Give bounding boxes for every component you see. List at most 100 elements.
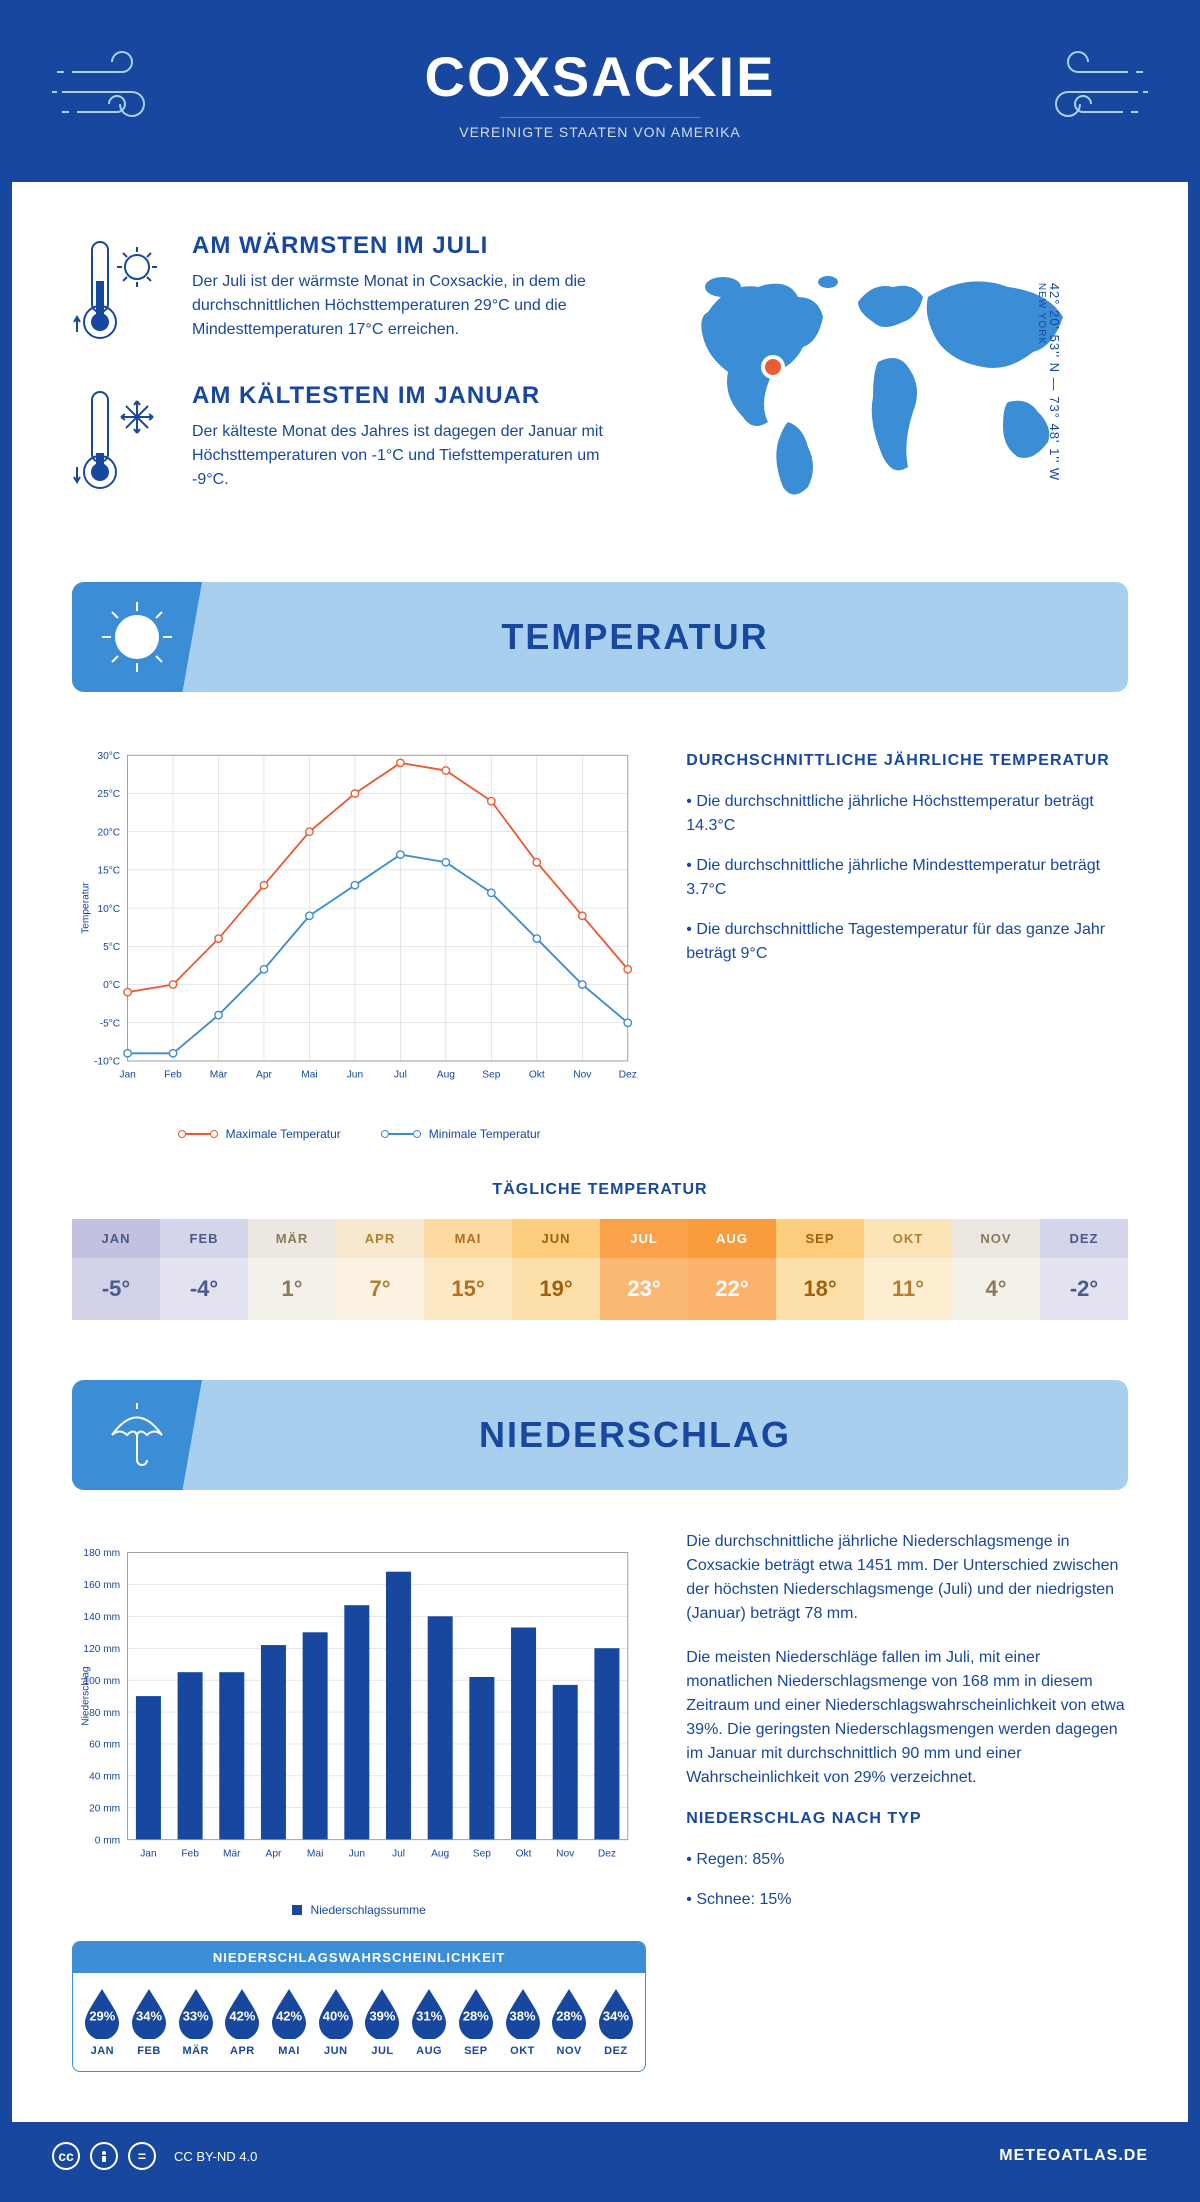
svg-text:40 mm: 40 mm [89, 1772, 120, 1783]
drop-icon: 39% [361, 1987, 403, 2039]
temp-chart-wrap: -10°C-5°C0°C5°C10°C15°C20°C25°C30°CJanFe… [72, 732, 646, 1141]
temperature-line-chart: -10°C-5°C0°C5°C10°C15°C20°C25°C30°CJanFe… [72, 732, 646, 1112]
warm-block: AM WÄRMSTEN IM JULI Der Juli ist der wär… [72, 232, 628, 352]
probability-row: 29%JAN34%FEB33%MÄR42%APR42%MAI40%JUN39%J… [73, 1973, 645, 2071]
header-text: COXSACKIE VEREINIGTE STAATEN VON AMERIKA [192, 44, 1008, 140]
daily-heading: TÄGLICHE TEMPERATUR [72, 1181, 1128, 1199]
daily-month-label: DEZ [1040, 1219, 1128, 1258]
svg-text:Temperatur: Temperatur [81, 882, 92, 934]
drop-value: 34% [603, 2008, 629, 2023]
cold-text-wrap: AM KÄLTESTEN IM JANUAR Der kälteste Mona… [192, 382, 628, 502]
precip-left: 0 mm20 mm40 mm60 mm80 mm100 mm120 mm140 … [72, 1530, 646, 2072]
banner-icon-wrap [72, 582, 202, 692]
cc-icon: cc [52, 2142, 80, 2170]
page-subtitle: VEREINIGTE STAATEN VON AMERIKA [192, 124, 1008, 140]
prob-month-label: NOV [548, 2045, 590, 2057]
daily-month-label: MAI [424, 1219, 512, 1258]
daily-month-label: JAN [72, 1219, 160, 1258]
svg-text:140 mm: 140 mm [83, 1612, 120, 1623]
cold-text: Der kälteste Monat des Jahres ist dagege… [192, 420, 628, 492]
prob-month-label: OKT [502, 2045, 544, 2057]
drop-value: 29% [89, 2008, 115, 2023]
drop-value: 42% [229, 2008, 255, 2023]
license-text: CC BY-ND 4.0 [174, 2149, 257, 2164]
drop-value: 38% [510, 2008, 536, 2023]
svg-text:5°C: 5°C [103, 942, 120, 953]
temperature-banner: TEMPERATUR [72, 582, 1128, 692]
probability-item: 29% JAN [81, 1987, 123, 2057]
drop-icon: 28% [455, 1987, 497, 2039]
svg-text:15°C: 15°C [97, 866, 120, 877]
precip-right: Die durchschnittliche jährliche Niedersc… [686, 1530, 1128, 2072]
svg-text:Okt: Okt [516, 1848, 532, 1859]
prob-month-label: JAN [81, 2045, 123, 2057]
daily-cell: SEP18° [776, 1219, 864, 1320]
precip-p1: Die durchschnittliche jährliche Niedersc… [686, 1530, 1128, 1626]
drop-value: 39% [369, 2008, 395, 2023]
precip-type-1: • Regen: 85% [686, 1848, 1128, 1872]
svg-text:Sep: Sep [473, 1848, 491, 1859]
intro-left: AM WÄRMSTEN IM JULI Der Juli ist der wär… [72, 232, 628, 532]
daily-month-label: OKT [864, 1219, 952, 1258]
svg-text:10°C: 10°C [97, 904, 120, 915]
coordinates: 42° 20' 53'' N — 73° 48' 1'' W NEW YORK [1036, 283, 1062, 481]
warm-text: Der Juli ist der wärmste Monat in Coxsac… [192, 270, 628, 342]
svg-text:Dez: Dez [619, 1070, 637, 1081]
legend-min-line [381, 1133, 421, 1135]
svg-text:Mär: Mär [223, 1848, 241, 1859]
probability-item: 28% SEP [455, 1987, 497, 2057]
prob-month-label: SEP [455, 2045, 497, 2057]
daily-value: 15° [424, 1258, 512, 1320]
daily-value: -5° [72, 1258, 160, 1320]
svg-text:60 mm: 60 mm [89, 1740, 120, 1751]
coords-sub: NEW YORK [1036, 283, 1047, 481]
nd-icon: = [128, 2142, 156, 2170]
page-root: COXSACKIE VEREINIGTE STAATEN VON AMERIKA [0, 0, 1200, 2202]
svg-text:0°C: 0°C [103, 980, 120, 991]
warm-text-wrap: AM WÄRMSTEN IM JULI Der Juli ist der wär… [192, 232, 628, 352]
coords-main: 42° 20' 53'' N — 73° 48' 1'' W [1047, 283, 1062, 481]
precip-legend: Niederschlagssumme [72, 1903, 646, 1917]
temp-bullet-3: • Die durchschnittliche Tagestemperatur … [686, 918, 1128, 966]
probability-item: 28%NOV [548, 1987, 590, 2057]
svg-text:Okt: Okt [529, 1070, 545, 1081]
svg-text:Niederschlag: Niederschlag [81, 1666, 92, 1725]
precipitation-banner: NIEDERSCHLAG [72, 1380, 1128, 1490]
drop-icon: 42% [221, 1987, 263, 2039]
header-divider [500, 117, 700, 118]
daily-value: 23° [600, 1258, 688, 1320]
drop-icon: 31% [408, 1987, 450, 2039]
probability-item: 31%AUG [408, 1987, 450, 2057]
daily-value: 22° [688, 1258, 776, 1320]
svg-text:Jun: Jun [347, 1070, 363, 1081]
svg-text:Dez: Dez [598, 1848, 616, 1859]
svg-text:180 mm: 180 mm [83, 1548, 120, 1559]
daily-value: 1° [248, 1258, 336, 1320]
svg-text:Mai: Mai [301, 1070, 317, 1081]
svg-text:Feb: Feb [164, 1070, 182, 1081]
drop-value: 42% [276, 2008, 302, 2023]
temp-info-heading: DURCHSCHNITTLICHE JÄHRLICHE TEMPERATUR [686, 752, 1128, 770]
svg-text:Apr: Apr [266, 1848, 282, 1859]
header: COXSACKIE VEREINIGTE STAATEN VON AMERIKA [12, 12, 1188, 182]
daily-month-label: NOV [952, 1219, 1040, 1258]
intro-section: AM WÄRMSTEN IM JULI Der Juli ist der wär… [72, 232, 1128, 532]
svg-text:120 mm: 120 mm [83, 1644, 120, 1655]
sun-icon [97, 597, 177, 677]
probability-item: 39%JUL [361, 1987, 403, 2057]
daily-cell: DEZ-2° [1040, 1219, 1128, 1320]
legend-min: Minimale Temperatur [381, 1127, 541, 1141]
svg-text:Jan: Jan [119, 1070, 135, 1081]
banner-icon-wrap-2 [72, 1380, 202, 1490]
probability-box: NIEDERSCHLAGSWAHRSCHEINLICHKEIT 29%JAN34… [72, 1941, 646, 2072]
precipitation-bar-chart: 0 mm20 mm40 mm60 mm80 mm100 mm120 mm140 … [72, 1530, 646, 1890]
svg-text:-5°C: -5°C [100, 1018, 120, 1029]
daily-month-label: MÄR [248, 1219, 336, 1258]
daily-temperature-table: JAN-5°FEB-4°MÄR1°APR7°MAI15°JUN19°JUL23°… [72, 1219, 1128, 1320]
svg-text:25°C: 25°C [97, 789, 120, 800]
world-map-icon [668, 252, 1088, 512]
daily-value: 7° [336, 1258, 424, 1320]
daily-value: 18° [776, 1258, 864, 1320]
daily-value: 4° [952, 1258, 1040, 1320]
svg-text:30°C: 30°C [97, 751, 120, 762]
